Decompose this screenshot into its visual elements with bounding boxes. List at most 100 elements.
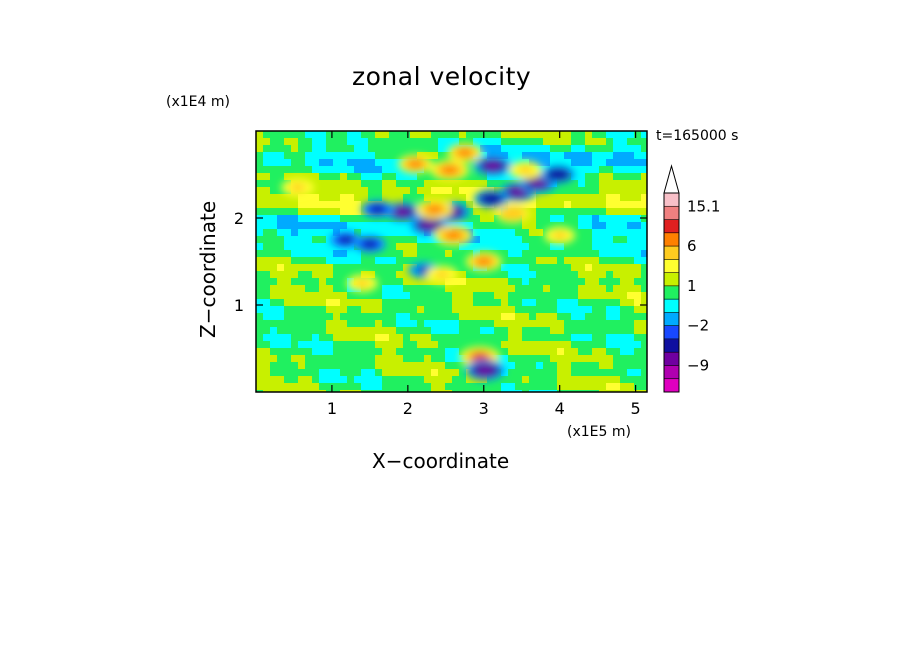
field-cell <box>606 278 614 286</box>
field-cell <box>634 355 642 363</box>
field-cell <box>319 341 327 349</box>
field-cell <box>445 383 453 391</box>
field-cell <box>452 257 460 265</box>
field-cell <box>634 341 642 349</box>
field-cell <box>305 215 313 223</box>
field-cell <box>298 278 306 286</box>
field-cell <box>389 369 397 377</box>
field-cell <box>263 334 271 342</box>
field-cell <box>410 306 418 314</box>
field-cell <box>291 285 299 293</box>
field-cell <box>620 187 628 195</box>
field-cell <box>361 348 369 356</box>
field-cell <box>277 327 285 335</box>
field-cell <box>326 208 334 216</box>
field-cell <box>494 229 502 237</box>
field-cell <box>305 194 313 202</box>
field-cell <box>515 285 523 293</box>
field-cell <box>641 229 647 237</box>
field-cell <box>480 299 488 307</box>
field-cell <box>256 194 264 202</box>
field-cell <box>445 292 453 300</box>
field-cell <box>347 292 355 300</box>
velocity-cell <box>407 159 424 169</box>
field-cell <box>431 334 439 342</box>
field-cell <box>333 341 341 349</box>
field-cell <box>347 271 355 279</box>
field-cell <box>298 159 306 167</box>
field-cell <box>564 222 572 230</box>
field-cell <box>480 180 488 188</box>
field-cell <box>354 313 362 321</box>
field-cell <box>487 320 495 328</box>
field-cell <box>508 306 516 314</box>
field-cell <box>459 383 467 391</box>
field-cell <box>557 348 565 356</box>
field-cell <box>571 299 579 307</box>
field-cell <box>599 229 607 237</box>
field-cell <box>627 320 635 328</box>
field-cell <box>424 369 432 377</box>
field-cell <box>627 278 635 286</box>
field-cell <box>284 313 292 321</box>
field-cell <box>627 306 635 314</box>
field-cell <box>599 264 607 272</box>
field-cell <box>396 390 404 392</box>
field-cell <box>592 348 600 356</box>
field-cell <box>263 348 271 356</box>
field-cell <box>326 187 334 195</box>
field-cell <box>277 215 285 223</box>
field-cell <box>361 187 369 195</box>
field-cell <box>627 376 635 384</box>
field-cell <box>382 271 390 279</box>
field-cell <box>487 341 495 349</box>
field-cell <box>403 285 411 293</box>
field-cell <box>620 166 628 174</box>
field-cell <box>536 369 544 377</box>
field-cell <box>312 173 320 181</box>
field-cell <box>585 376 593 384</box>
field-cell <box>578 327 586 335</box>
field-cell <box>634 320 642 328</box>
field-cell <box>305 138 313 146</box>
field-cell <box>291 299 299 307</box>
field-cell <box>291 271 299 279</box>
field-cell <box>459 299 467 307</box>
field-cell <box>298 208 306 216</box>
field-cell <box>529 362 537 370</box>
field-cell <box>536 320 544 328</box>
field-cell <box>522 236 530 244</box>
field-cell <box>550 369 558 377</box>
field-cell <box>480 313 488 321</box>
field-cell <box>396 348 404 356</box>
field-cell <box>599 236 607 244</box>
field-cell <box>445 180 453 188</box>
field-cell <box>319 152 327 160</box>
field-cell <box>256 313 264 321</box>
field-cell <box>529 390 537 392</box>
field-cell <box>620 327 628 335</box>
field-cell <box>564 243 572 251</box>
field-cell <box>312 264 320 272</box>
field-cell <box>543 131 551 139</box>
field-cell <box>599 278 607 286</box>
field-cell <box>536 278 544 286</box>
colorbar-swatch <box>664 365 679 380</box>
field-cell <box>550 257 558 265</box>
field-cell <box>480 320 488 328</box>
field-cell <box>319 334 327 342</box>
field-cell <box>438 152 446 160</box>
field-cell <box>389 229 397 237</box>
field-cell <box>634 327 642 335</box>
field-cell <box>529 313 537 321</box>
field-cell <box>606 327 614 335</box>
colorbar-swatch <box>664 378 679 393</box>
field-cell <box>536 222 544 230</box>
field-cell <box>368 362 376 370</box>
field-cell <box>333 250 341 258</box>
field-cell <box>620 145 628 153</box>
field-cell <box>641 201 647 209</box>
field-cell <box>508 236 516 244</box>
field-cell <box>522 369 530 377</box>
field-cell <box>256 152 264 160</box>
